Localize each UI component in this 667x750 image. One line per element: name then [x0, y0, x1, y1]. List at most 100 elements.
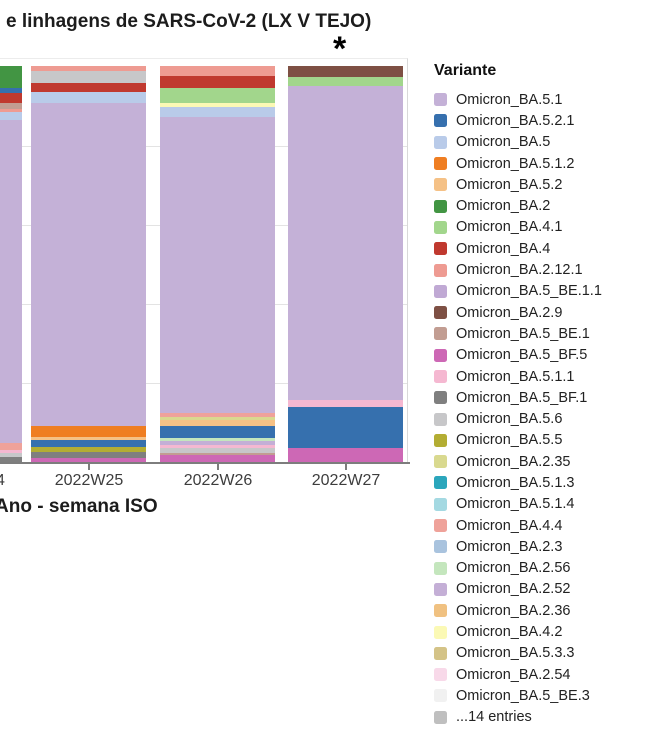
legend-label: Omicron_BA.5_BE.1	[456, 325, 590, 342]
segment-Omicron_BA.2.12.1[interactable]	[31, 66, 146, 72]
segment-Omicron_BA.5_BF.5[interactable]	[288, 448, 403, 462]
legend-item-Omicron_BA.2.52[interactable]: Omicron_BA.2.52	[434, 579, 664, 600]
segment-Omicron_BA.4[interactable]	[0, 93, 22, 104]
bar-2022W25[interactable]	[31, 66, 146, 462]
legend-item-Omicron_BA.5_BF.1[interactable]: Omicron_BA.5_BF.1	[434, 387, 664, 408]
legend-label: Omicron_BA.4.1	[456, 219, 563, 236]
segment-Omicron_BA.2.35[interactable]	[160, 416, 275, 420]
legend-swatch	[434, 561, 447, 575]
legend-label: Omicron_BA.5_BF.1	[456, 389, 588, 406]
segment-Omicron_BA.4.1[interactable]	[160, 87, 275, 103]
segment-Omicron_BA.5.1[interactable]	[0, 120, 22, 443]
legend-item-Omicron_BA.5.2[interactable]: Omicron_BA.5.2	[434, 174, 664, 195]
segment-Omicron_BA.5.1[interactable]	[31, 103, 146, 426]
segment-Omicron_BA.2[interactable]	[0, 66, 22, 89]
legend-item-Omicron_BA.5_BE.3[interactable]: Omicron_BA.5_BE.3	[434, 685, 664, 706]
legend-label: Omicron_BA.2.35	[456, 453, 571, 470]
legend-swatch	[434, 625, 447, 639]
legend-swatch	[434, 263, 447, 277]
x-tick-label-cut: 4	[0, 472, 5, 489]
legend-item-Omicron_BA.2.9[interactable]: Omicron_BA.2.9	[434, 302, 664, 323]
x-tick-label: 2022W25	[54, 472, 124, 489]
bar-2022W27[interactable]	[288, 66, 403, 462]
segment-Omicron_BA.5.5[interactable]	[31, 447, 146, 453]
legend-item-Omicron_BA.2.36[interactable]: Omicron_BA.2.36	[434, 600, 664, 621]
legend-label: Omicron_BA.5	[456, 134, 551, 151]
segment-Omicron_BA.5.1.2[interactable]	[31, 425, 146, 437]
legend-item-Omicron_BA.5.1.1[interactable]: Omicron_BA.5.1.1	[434, 366, 664, 387]
legend-item-Omicron_BA.5_BE.1[interactable]: Omicron_BA.5_BE.1	[434, 323, 664, 344]
segment-Omicron_BA.5_BE.1[interactable]	[0, 103, 22, 110]
segment-Omicron_BA.4.2[interactable]	[160, 102, 275, 107]
legend-item-Omicron_BA.5.3.3[interactable]: Omicron_BA.5.3.3	[434, 643, 664, 664]
segment-Omicron_BA.2.9[interactable]	[288, 66, 403, 78]
legend-swatch	[434, 220, 447, 234]
legend-item-Omicron_BA.5.5[interactable]: Omicron_BA.5.5	[434, 430, 664, 451]
segment-Omicron_BA.4[interactable]	[31, 83, 146, 93]
segment-Omicron_BA.5_BF.1[interactable]	[31, 452, 146, 458]
legend-swatch	[434, 540, 447, 554]
legend-swatch	[434, 348, 447, 362]
legend-item-Omicron_BA.4.2[interactable]: Omicron_BA.4.2	[434, 621, 664, 642]
segment-Omicron_BA.5.2.1[interactable]	[31, 440, 146, 448]
legend-item-Omicron_BA.2[interactable]: Omicron_BA.2	[434, 195, 664, 216]
segment-Omicron_BA.5.1[interactable]	[288, 86, 403, 400]
legend-item-Omicron_BA.2.35[interactable]: Omicron_BA.2.35	[434, 451, 664, 472]
segment-Omicron_BA.5.6[interactable]	[160, 448, 275, 453]
legend-item-Omicron_BA.5.1.3[interactable]: Omicron_BA.5.1.3	[434, 472, 664, 493]
segment-Omicron_BA.2.12.1[interactable]	[160, 66, 275, 76]
segment-Omicron_BA.5.1.1[interactable]	[160, 444, 275, 449]
legend-item-Omicron_BA.5_BE.1.1[interactable]: Omicron_BA.5_BE.1.1	[434, 281, 664, 302]
segment-Omicron_BA.2.56[interactable]	[160, 437, 275, 441]
x-tick-label: 2022W26	[183, 472, 253, 489]
legend-item-Omicron_BA.5_BF.5[interactable]: Omicron_BA.5_BF.5	[434, 345, 664, 366]
segment-Omicron_BA.5.2.1[interactable]	[288, 406, 403, 449]
segment-Omicron_BA.5.2.1[interactable]	[160, 425, 275, 438]
legend-item-Omicron_BA.5[interactable]: Omicron_BA.5	[434, 132, 664, 153]
segment-Omicron_BA.5.2.1[interactable]	[0, 88, 22, 94]
legend-label: Omicron_BA.2.54	[456, 666, 571, 683]
segment-Omicron_BA.5_BF.5[interactable]	[31, 457, 146, 462]
legend-swatch	[434, 668, 447, 682]
segment-Omicron_BA.5_BF.5[interactable]	[160, 454, 275, 462]
legend-item-Omicron_BA.2.56[interactable]: Omicron_BA.2.56	[434, 558, 664, 579]
segment-Omicron_BA.5.6[interactable]	[31, 71, 146, 84]
legend-item-Omicron_BA.5.1[interactable]: Omicron_BA.5.1	[434, 89, 664, 110]
legend-label: Omicron_BA.2.56	[456, 560, 571, 577]
segment-Omicron_BA.4[interactable]	[160, 75, 275, 88]
segment-Omicron_BA.5.1.1[interactable]	[288, 399, 403, 407]
legend-item-...14 entries[interactable]: ...14 entries	[434, 707, 664, 728]
segment-Omicron_BA.5.6[interactable]	[0, 453, 22, 458]
segment-Omicron_BA.5.2[interactable]	[160, 419, 275, 426]
segment-Omicron_BA.2.12.1[interactable]	[0, 109, 22, 113]
x-tick-mark	[88, 464, 90, 470]
segment-Omicron_BA.5.1.1[interactable]	[0, 450, 22, 454]
legend-item-Omicron_BA.4.4[interactable]: Omicron_BA.4.4	[434, 515, 664, 536]
legend-item-Omicron_BA.2.54[interactable]: Omicron_BA.2.54	[434, 664, 664, 685]
segment-Omicron_BA.4.4[interactable]	[0, 442, 22, 451]
segment-Omicron_BA.5.2[interactable]	[31, 437, 146, 441]
segment-Omicron_BA.4.1[interactable]	[288, 77, 403, 87]
segment-Omicron_BA.5[interactable]	[0, 112, 22, 121]
x-axis-line	[0, 462, 410, 464]
legend-label: ...14 entries	[456, 709, 532, 726]
legend-item-Omicron_BA.5.6[interactable]: Omicron_BA.5.6	[434, 408, 664, 429]
legend-item-Omicron_BA.4.1[interactable]: Omicron_BA.4.1	[434, 217, 664, 238]
legend-item-Omicron_BA.2.3[interactable]: Omicron_BA.2.3	[434, 536, 664, 557]
legend-item-Omicron_BA.2.12.1[interactable]: Omicron_BA.2.12.1	[434, 259, 664, 280]
segment-Omicron_BA.5[interactable]	[160, 106, 275, 117]
bar-2022W24[interactable]	[0, 66, 22, 462]
legend-item-Omicron_BA.5.1.4[interactable]: Omicron_BA.5.1.4	[434, 494, 664, 515]
legend-item-Omicron_BA.5.2.1[interactable]: Omicron_BA.5.2.1	[434, 110, 664, 131]
legend-item-Omicron_BA.5.1.2[interactable]: Omicron_BA.5.1.2	[434, 153, 664, 174]
legend-swatch	[434, 370, 447, 383]
bar-2022W26[interactable]	[160, 66, 275, 462]
segment-Omicron_BA.5.1[interactable]	[160, 116, 275, 413]
segment-Omicron_BA.4.4[interactable]	[160, 412, 275, 417]
segment-Omicron_BA.5_BE.1[interactable]	[160, 452, 275, 455]
legend-item-Omicron_BA.4[interactable]: Omicron_BA.4	[434, 238, 664, 259]
legend-swatch	[434, 604, 447, 618]
segment-Omicron_BA.5_BF.1[interactable]	[0, 457, 22, 462]
segment-Omicron_BA.5[interactable]	[31, 92, 146, 104]
segment-Omicron_BA.2.52[interactable]	[160, 440, 275, 445]
